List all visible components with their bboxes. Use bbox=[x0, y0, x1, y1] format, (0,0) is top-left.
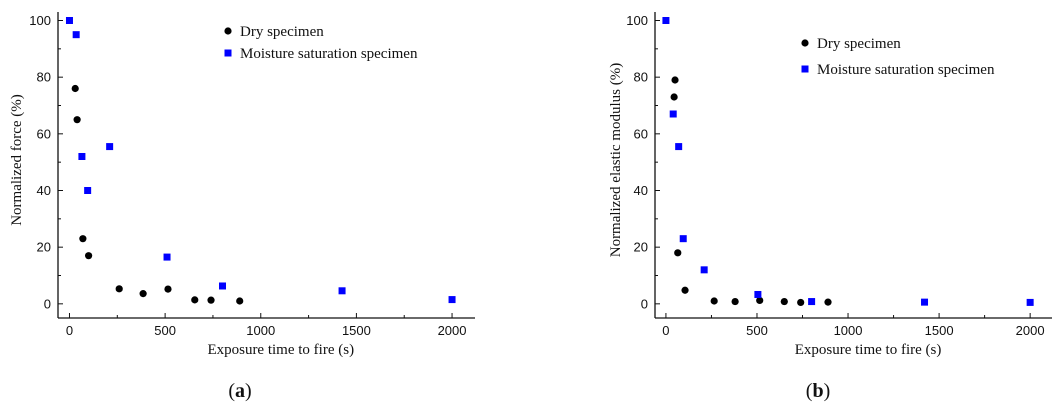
data-point-dry bbox=[797, 298, 805, 307]
data-point-moisture bbox=[72, 31, 80, 39]
series-moisture bbox=[65, 17, 456, 304]
data-point-dry bbox=[824, 298, 832, 306]
x-tick-label: 500 bbox=[746, 323, 768, 338]
data-point-dry bbox=[207, 296, 215, 304]
data-point-dry bbox=[115, 285, 123, 293]
x-tick-label: 1500 bbox=[925, 323, 954, 338]
data-point-moisture bbox=[84, 187, 92, 194]
data-point-dry bbox=[73, 116, 81, 124]
data-point-dry bbox=[71, 84, 79, 93]
y-tick-label: 40 bbox=[37, 183, 51, 198]
data-point-moisture bbox=[1026, 298, 1034, 306]
data-point-dry bbox=[164, 285, 172, 293]
x-tick-label: 1000 bbox=[246, 323, 275, 338]
data-point-dry bbox=[79, 235, 87, 243]
y-tick-label: 80 bbox=[37, 70, 51, 85]
x-tick-label: 0 bbox=[66, 323, 73, 338]
data-point-moisture bbox=[921, 298, 929, 306]
data-point-dry bbox=[236, 297, 244, 305]
data-point-dry bbox=[670, 93, 678, 101]
data-point-dry bbox=[731, 297, 739, 306]
panel-label: (b) bbox=[806, 380, 830, 402]
data-point-dry bbox=[756, 296, 764, 305]
x-tick-label: 1500 bbox=[342, 323, 371, 338]
data-point-dry bbox=[780, 297, 788, 306]
x-axis-title: Exposure time to fire (s) bbox=[795, 342, 942, 358]
x-tick-label: 1000 bbox=[834, 323, 863, 338]
x-axis-title: Exposure time to fire (s) bbox=[207, 342, 354, 358]
data-point-moisture bbox=[754, 290, 762, 298]
data-point-dry bbox=[85, 252, 93, 260]
x-tick-label: 500 bbox=[154, 323, 176, 338]
data-point-moisture bbox=[675, 143, 683, 151]
x-tick-label: 2000 bbox=[1016, 323, 1045, 338]
data-point-moisture bbox=[662, 17, 670, 24]
legend-marker-moisture bbox=[224, 49, 232, 57]
y-tick-label: 40 bbox=[634, 183, 648, 198]
y-tick-label: 60 bbox=[634, 126, 648, 141]
legend-label: Moisture saturation specimen bbox=[817, 62, 995, 78]
y-tick-label: 100 bbox=[29, 13, 51, 28]
series-dry bbox=[670, 76, 832, 307]
legend-label: Moisture saturation specimen bbox=[240, 46, 418, 62]
data-point-moisture bbox=[700, 266, 708, 274]
y-tick-label: 0 bbox=[44, 296, 51, 311]
y-tick-label: 80 bbox=[634, 70, 648, 85]
y-tick-label: 20 bbox=[634, 240, 648, 255]
series-dry bbox=[71, 84, 244, 305]
y-axis-title: Normalized force (%) bbox=[9, 94, 25, 226]
data-point-dry bbox=[681, 286, 689, 294]
data-point-moisture bbox=[448, 296, 456, 304]
x-tick-label: 2000 bbox=[438, 323, 467, 338]
data-point-moisture bbox=[106, 143, 114, 151]
y-tick-label: 0 bbox=[641, 296, 648, 311]
data-point-moisture bbox=[163, 253, 171, 261]
series-moisture bbox=[662, 17, 1034, 306]
data-point-dry bbox=[674, 249, 682, 257]
x-tick-label: 0 bbox=[662, 323, 669, 338]
data-point-moisture bbox=[78, 153, 86, 160]
data-point-moisture bbox=[669, 110, 677, 118]
legend-label: Dry specimen bbox=[240, 24, 324, 40]
data-point-moisture bbox=[338, 287, 346, 295]
legend-marker-dry bbox=[801, 39, 809, 47]
y-tick-label: 100 bbox=[626, 13, 648, 28]
data-point-dry bbox=[710, 297, 718, 305]
data-point-moisture bbox=[65, 17, 73, 24]
data-point-dry bbox=[671, 76, 679, 84]
y-tick-label: 20 bbox=[37, 240, 51, 255]
panel-label: (a) bbox=[228, 380, 251, 402]
y-tick-label: 60 bbox=[37, 126, 51, 141]
data-point-moisture bbox=[219, 282, 227, 290]
data-point-dry bbox=[191, 296, 199, 304]
data-point-moisture bbox=[808, 298, 816, 306]
legend-marker-moisture bbox=[801, 65, 809, 73]
legend-marker-dry bbox=[224, 27, 232, 35]
legend-label: Dry specimen bbox=[817, 36, 901, 52]
data-point-moisture bbox=[679, 235, 687, 243]
data-point-dry bbox=[139, 290, 147, 298]
y-axis-title: Normalized elastic modulus (%) bbox=[608, 63, 624, 258]
